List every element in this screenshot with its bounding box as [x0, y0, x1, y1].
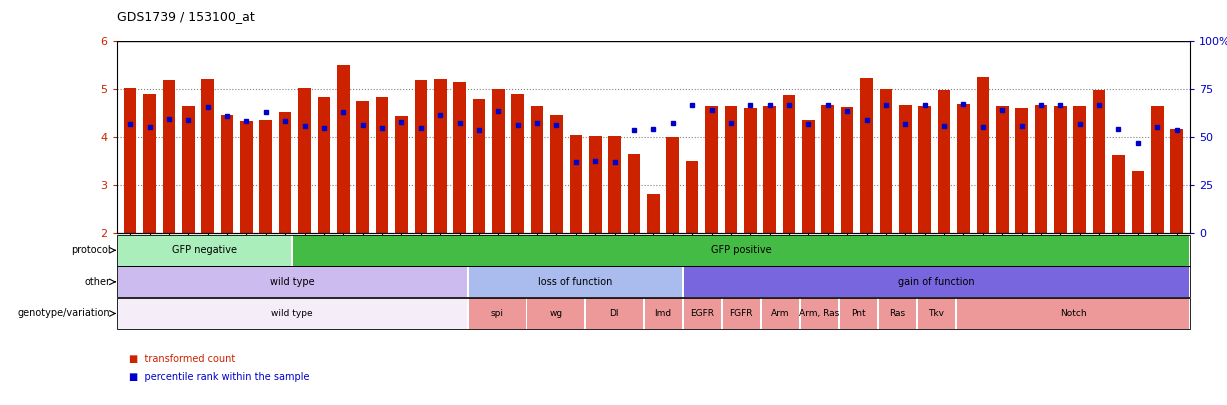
- Bar: [415, 81, 427, 233]
- Bar: [356, 100, 369, 233]
- Text: Dl: Dl: [610, 309, 620, 318]
- Bar: [589, 136, 601, 233]
- Text: ■  transformed count: ■ transformed count: [129, 354, 236, 364]
- Bar: [1093, 90, 1106, 233]
- Bar: [1112, 156, 1125, 233]
- Text: GFP negative: GFP negative: [172, 245, 237, 255]
- Text: GFP positive: GFP positive: [710, 245, 772, 255]
- Bar: [822, 105, 834, 233]
- Bar: [840, 107, 854, 233]
- Bar: [124, 87, 136, 233]
- Bar: [957, 104, 969, 233]
- Text: EGFR: EGFR: [690, 309, 714, 318]
- Text: spi: spi: [491, 309, 504, 318]
- Bar: [144, 94, 156, 233]
- Bar: [666, 137, 679, 233]
- Text: protocol: protocol: [71, 245, 110, 255]
- Text: Tkv: Tkv: [929, 309, 945, 318]
- Text: wg: wg: [550, 309, 562, 318]
- Bar: [259, 120, 272, 233]
- Bar: [899, 105, 912, 233]
- Text: Ras: Ras: [890, 309, 906, 318]
- Bar: [240, 121, 253, 233]
- Text: loss of function: loss of function: [539, 277, 612, 287]
- Bar: [221, 115, 233, 233]
- Bar: [1151, 107, 1163, 233]
- Bar: [1054, 106, 1066, 233]
- Text: Imd: Imd: [654, 309, 671, 318]
- Bar: [375, 97, 389, 233]
- Bar: [918, 106, 931, 233]
- Bar: [1015, 108, 1028, 233]
- Bar: [492, 89, 504, 233]
- Bar: [977, 77, 989, 233]
- Text: GDS1739 / 153100_at: GDS1739 / 153100_at: [117, 10, 254, 23]
- Bar: [609, 136, 621, 233]
- Bar: [569, 135, 582, 233]
- Bar: [182, 107, 195, 233]
- Bar: [318, 97, 330, 233]
- Bar: [1171, 130, 1183, 233]
- Bar: [763, 106, 775, 233]
- Bar: [1131, 171, 1144, 233]
- Text: FGFR: FGFR: [730, 309, 753, 318]
- Bar: [647, 194, 660, 233]
- Bar: [686, 161, 698, 233]
- Bar: [996, 107, 1009, 233]
- Text: genotype/variation: genotype/variation: [18, 309, 110, 318]
- Bar: [531, 107, 544, 233]
- Text: Pnt: Pnt: [852, 309, 866, 318]
- Bar: [279, 112, 292, 233]
- Text: gain of function: gain of function: [898, 277, 974, 287]
- Text: wild type: wild type: [271, 309, 313, 318]
- Bar: [880, 89, 892, 233]
- Bar: [802, 120, 815, 233]
- Bar: [453, 82, 466, 233]
- Text: ■  percentile rank within the sample: ■ percentile rank within the sample: [129, 372, 309, 382]
- Bar: [744, 108, 757, 233]
- Text: Arm: Arm: [771, 309, 789, 318]
- Text: wild type: wild type: [270, 277, 314, 287]
- Bar: [434, 79, 447, 233]
- Bar: [337, 64, 350, 233]
- Bar: [163, 81, 175, 233]
- Text: other: other: [85, 277, 110, 287]
- Bar: [550, 115, 563, 233]
- Text: Notch: Notch: [1060, 309, 1086, 318]
- Bar: [472, 99, 485, 233]
- Bar: [1074, 107, 1086, 233]
- Text: Arm, Ras: Arm, Ras: [799, 309, 839, 318]
- Bar: [395, 116, 407, 233]
- Bar: [201, 79, 213, 233]
- Bar: [512, 94, 524, 233]
- Bar: [628, 154, 640, 233]
- Bar: [298, 88, 310, 233]
- Bar: [1034, 105, 1048, 233]
- Bar: [706, 106, 718, 233]
- Bar: [860, 79, 872, 233]
- Bar: [783, 95, 795, 233]
- Bar: [725, 106, 737, 233]
- Bar: [937, 90, 951, 233]
